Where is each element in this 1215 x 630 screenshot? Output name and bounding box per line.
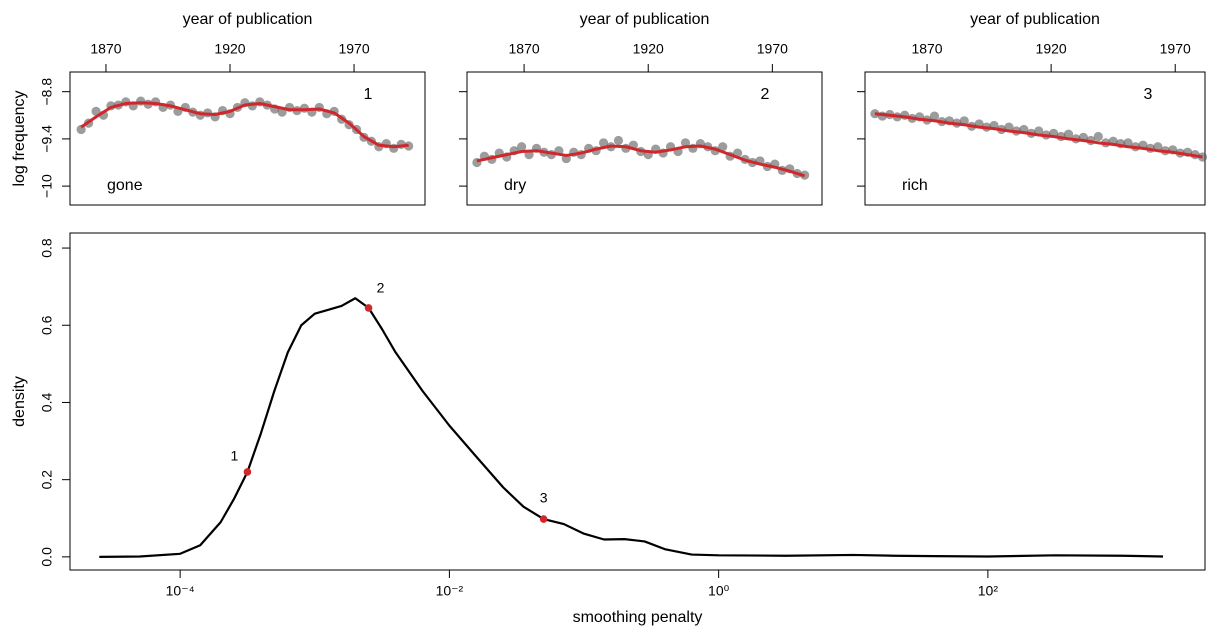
panel-word: dry: [504, 177, 526, 194]
x-tick-label: 10⁻²: [436, 583, 464, 599]
y-tick-label: 0.8: [39, 238, 55, 258]
y-tick-label: −8.8: [39, 78, 55, 106]
data-point: [929, 111, 940, 121]
y-axis-title: density: [11, 376, 28, 427]
x-axis-title: smoothing penalty: [573, 609, 703, 626]
x-tick-label: 10⁰: [708, 583, 730, 599]
data-point: [680, 138, 691, 148]
highlight-label: 1: [231, 448, 239, 464]
x-axis-title: year of publication: [970, 11, 1100, 28]
density-line: [99, 297, 1164, 558]
y-tick-label: −9.4: [39, 125, 55, 153]
data-point: [517, 142, 527, 152]
x-tick-label: 1920: [1036, 41, 1067, 57]
y-tick-label: 0.0: [39, 547, 55, 567]
data-point: [613, 135, 624, 146]
x-tick-label: 1870: [509, 41, 540, 57]
panel-number: 3: [1144, 86, 1153, 103]
panel-word: gone: [107, 177, 143, 194]
x-axis-title: year of publication: [580, 11, 710, 28]
y-tick-label: 0.2: [39, 470, 55, 490]
highlight-label: 2: [377, 280, 385, 296]
x-tick-label: 10⁻⁴: [166, 583, 195, 599]
x-tick-label: 1920: [214, 41, 245, 57]
data-point: [718, 142, 728, 152]
plot-frame: [69, 232, 1206, 571]
panel-word: rich: [902, 177, 928, 194]
x-tick-label: 10²: [978, 583, 999, 599]
fit-line: [80, 101, 409, 149]
y-tick-label: 0.6: [39, 315, 55, 335]
y-tick-label: −10: [39, 174, 55, 198]
data-point: [1063, 129, 1074, 139]
data-point: [1093, 131, 1103, 142]
x-tick-label: 1870: [911, 41, 942, 57]
fit-line: [874, 112, 1203, 159]
highlight-label: 3: [540, 490, 548, 506]
x-tick-label: 1870: [90, 41, 121, 57]
highlight-point: [243, 468, 252, 476]
panel-number: 1: [364, 86, 373, 103]
y-axis-title: log frequency: [11, 90, 28, 186]
data-point: [870, 109, 880, 119]
x-tick-label: 1920: [633, 41, 664, 57]
data-point: [598, 138, 609, 148]
x-tick-label: 1970: [1160, 41, 1191, 57]
highlight-point: [364, 304, 373, 312]
x-axis-title: year of publication: [183, 11, 313, 28]
fit-line: [476, 144, 806, 178]
y-tick-label: 0.4: [39, 393, 55, 413]
x-tick-label: 1970: [757, 41, 788, 57]
panel-number: 2: [761, 86, 770, 103]
highlight-point: [539, 515, 548, 523]
x-tick-label: 1970: [338, 41, 369, 57]
